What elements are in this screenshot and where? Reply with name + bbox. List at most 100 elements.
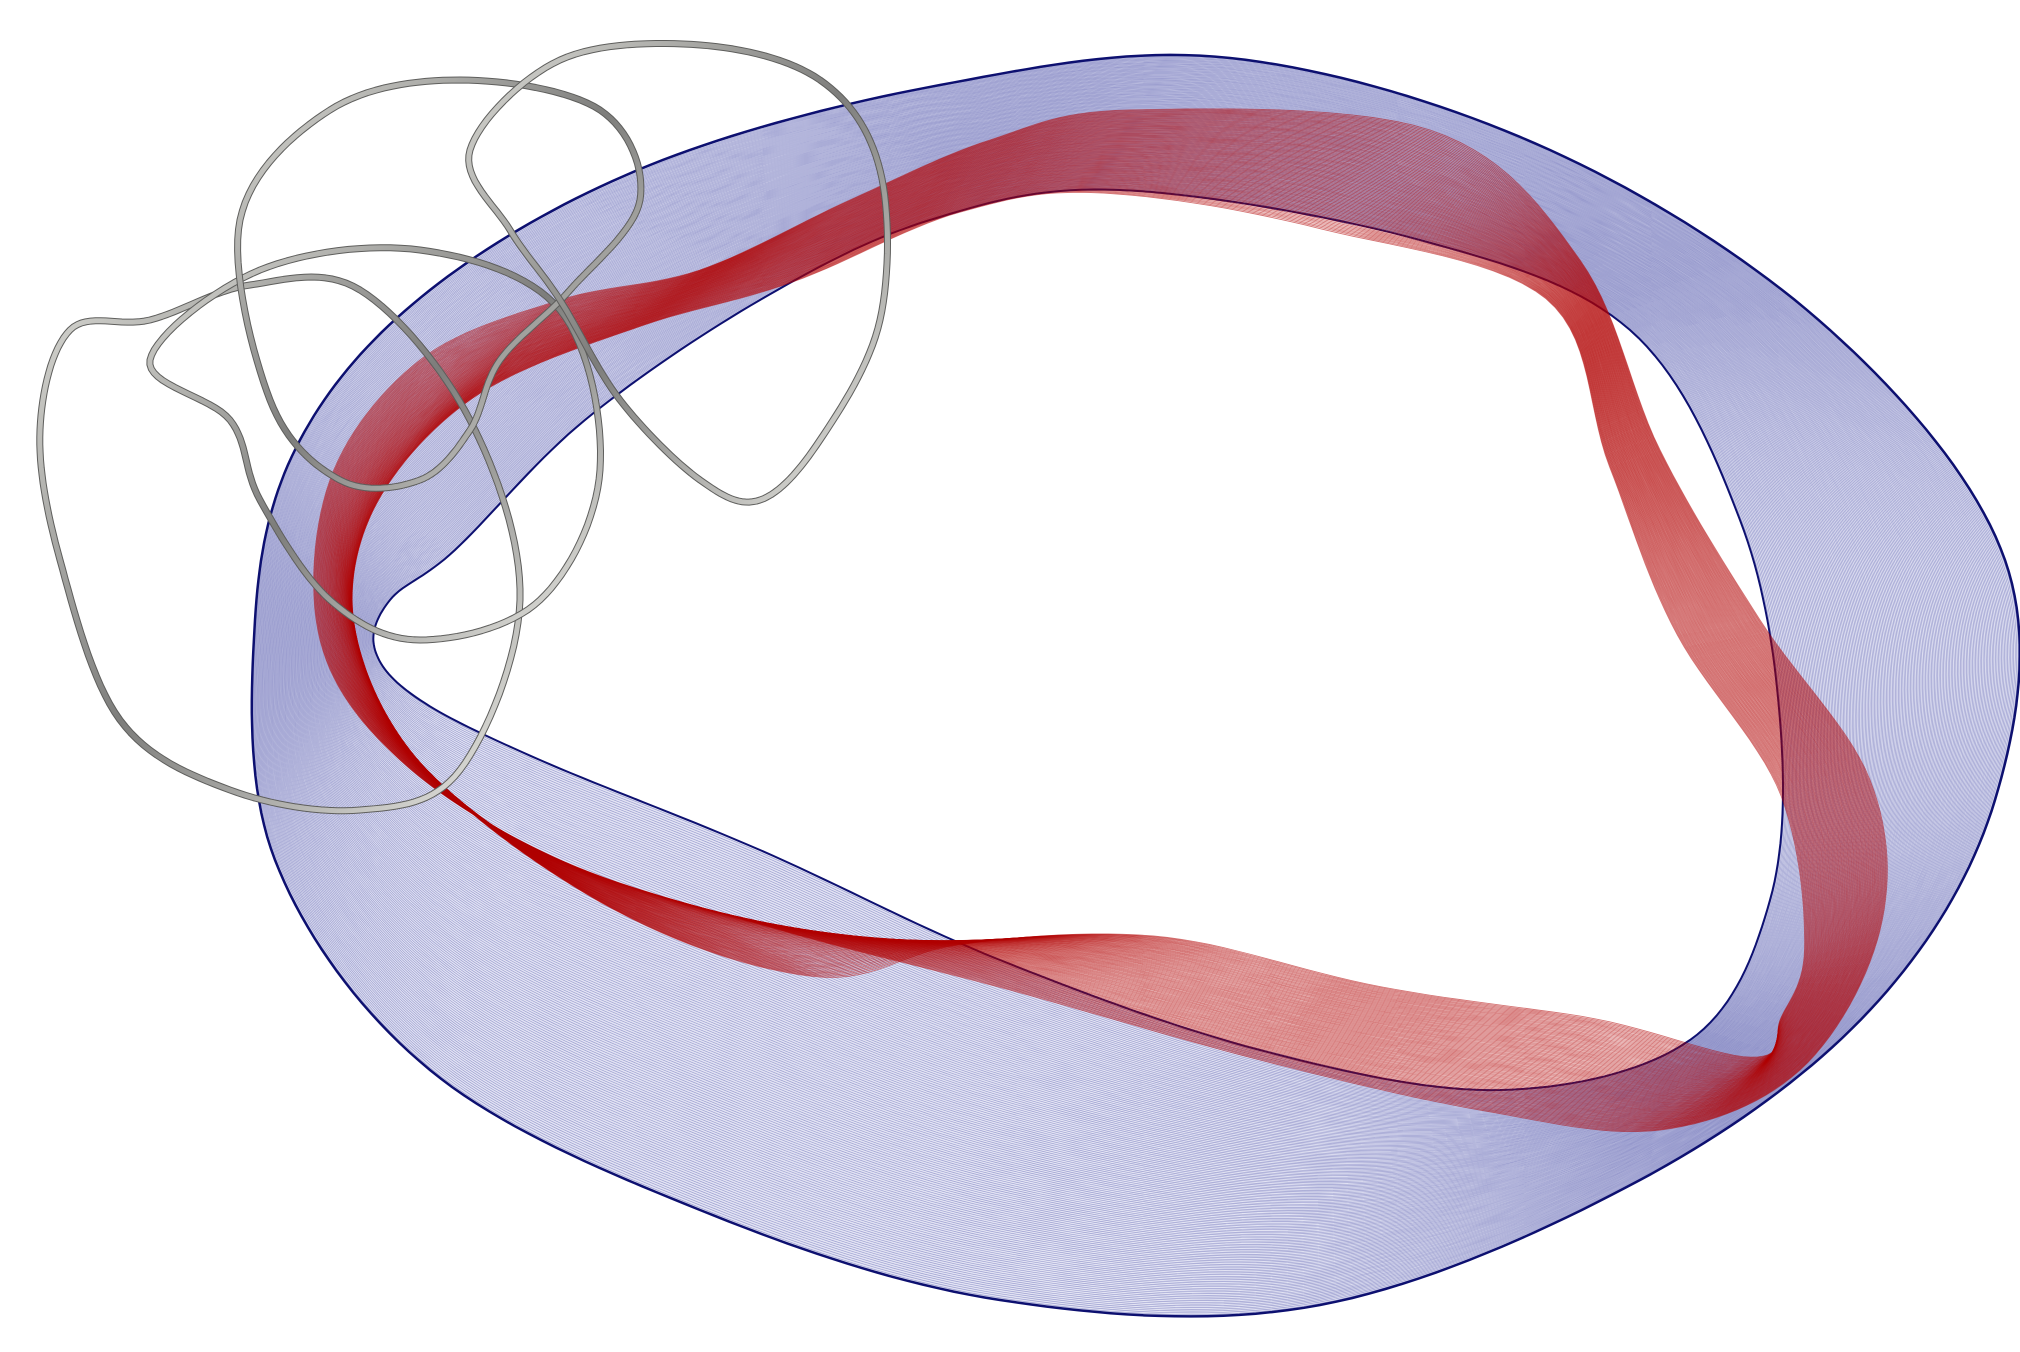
surface-line [327, 138, 1871, 1158]
surface-line [256, 59, 2012, 1307]
coil-2 [147, 245, 603, 643]
ribbon-line [325, 126, 1871, 1117]
surface-line [273, 78, 1978, 1269]
surface-line [330, 141, 1865, 1153]
surface-line [354, 168, 1818, 1115]
surface-line [270, 75, 1984, 1276]
ribbon-line [327, 127, 1869, 1116]
surface-line [262, 66, 1999, 1293]
ribbon-line [341, 154, 1842, 1092]
surface-line [334, 146, 1856, 1145]
surface-line [324, 136, 1875, 1162]
ribbon-line [321, 120, 1877, 1122]
surface-line [352, 166, 1823, 1118]
surface-line [274, 80, 1975, 1265]
ribbon-line [346, 167, 1830, 1080]
surface-line [368, 184, 1792, 1096]
ribbon-line [346, 168, 1829, 1079]
ribbon-line [328, 129, 1868, 1114]
surface-line [337, 150, 1850, 1140]
ribbon-line [327, 128, 1868, 1115]
surface-line [324, 135, 1877, 1164]
ribbon-line [319, 117, 1880, 1125]
ribbon-line [350, 185, 1812, 1064]
ribbon-line [344, 162, 1835, 1085]
coil-4 [466, 41, 890, 505]
surface-line [328, 140, 1868, 1156]
surface-line [370, 186, 1789, 1094]
surface-line [331, 143, 1862, 1150]
ribbon-line [345, 165, 1831, 1082]
surface-line [334, 146, 1858, 1146]
surface-line [276, 82, 1970, 1260]
ribbon-line [340, 151, 1846, 1095]
surface-line [353, 167, 1820, 1116]
ribbon-line [316, 112, 1884, 1129]
surface-line [285, 92, 1954, 1242]
surface-line [265, 70, 1993, 1286]
ribbon-line [341, 153, 1843, 1092]
surface-line [326, 137, 1872, 1160]
surface-line [346, 160, 1833, 1126]
ribbon-line [325, 125, 1872, 1118]
ribbon-line [330, 132, 1865, 1111]
surface-line [340, 152, 1846, 1136]
ribbon-line [329, 131, 1866, 1112]
surface-line [328, 139, 1869, 1157]
surface-line [342, 155, 1841, 1133]
surface-line [273, 79, 1976, 1267]
surface-line [280, 87, 1963, 1252]
ribbon-line [334, 140, 1857, 1105]
surface-line [263, 68, 1996, 1289]
surface-line [253, 57, 2016, 1312]
surface-line [260, 64, 2004, 1298]
surface-line [339, 151, 1847, 1137]
surface-line [283, 89, 1958, 1247]
surface-line [325, 136, 1874, 1161]
ribbon-line [313, 108, 1888, 1133]
surface-line [276, 81, 1972, 1262]
surface-line [336, 148, 1853, 1142]
ribbon-line [313, 109, 1887, 1132]
ribbon-line [318, 115, 1882, 1127]
ribbon-line [324, 124, 1873, 1119]
surface-line [338, 151, 1849, 1139]
ribbon-line [332, 137, 1860, 1107]
surface-line [277, 83, 1969, 1259]
surface-line [366, 181, 1796, 1099]
ribbon-line [349, 180, 1817, 1069]
surface-line [343, 156, 1839, 1130]
surface-line [257, 61, 2008, 1303]
surface-line [282, 88, 1960, 1249]
surface-line [335, 147, 1855, 1144]
surface-line [263, 67, 1998, 1291]
surface-line [256, 60, 2010, 1305]
surface-outline [250, 53, 2020, 1318]
ribbon-line [339, 150, 1847, 1096]
ribbon-line [328, 130, 1867, 1113]
ribbon-line [348, 175, 1821, 1073]
ribbon-line [326, 126, 1870, 1116]
surface-line [253, 56, 2018, 1314]
ribbon-line [315, 111, 1885, 1130]
ribbon-line [351, 188, 1809, 1061]
ribbon-line [317, 114, 1883, 1127]
surface-line [264, 69, 1995, 1288]
surface-line [266, 71, 1990, 1282]
surface-line [346, 159, 1834, 1127]
surface-line [288, 95, 1948, 1235]
ribbon-line [322, 121, 1876, 1122]
surface-inner-outline [372, 188, 1784, 1092]
ribbon-line [342, 155, 1841, 1091]
surface-line [372, 188, 1785, 1092]
ribbon-line [342, 157, 1840, 1089]
surface-line [333, 145, 1859, 1148]
surface-line [255, 58, 2013, 1308]
surface-line [283, 90, 1957, 1245]
surface-line [352, 166, 1821, 1117]
surface-line [269, 74, 1986, 1277]
surface-line [259, 63, 2005, 1300]
surface-line [261, 65, 2001, 1294]
surface-line [347, 161, 1831, 1125]
